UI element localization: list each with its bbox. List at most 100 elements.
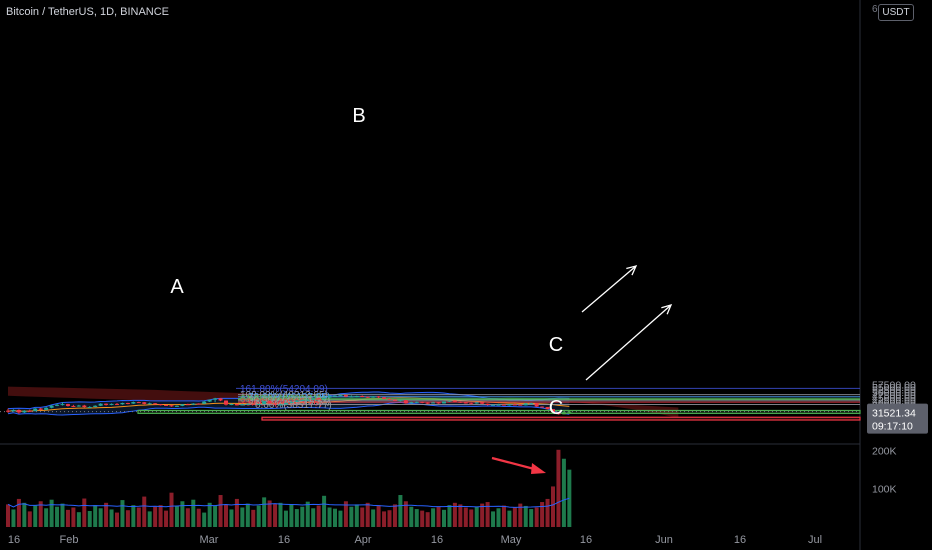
volume-bar: [300, 506, 305, 527]
x-tick: 16: [580, 534, 592, 546]
volume-bar: [142, 496, 147, 527]
candle-body: [556, 412, 561, 415]
volume-bar: [311, 508, 316, 527]
volume-pointer-head: [531, 463, 546, 474]
candle-body: [131, 402, 136, 404]
currency-button[interactable]: USDT: [878, 4, 914, 21]
candle-body: [185, 404, 190, 406]
price-tick: 57500.00: [872, 380, 916, 392]
volume-bar: [561, 458, 566, 527]
candle-body: [256, 404, 261, 406]
candle-body: [458, 401, 463, 403]
wave-label-a: A: [170, 276, 184, 298]
candle-body: [224, 400, 228, 405]
volume-bar: [501, 505, 506, 527]
candle-body: [447, 400, 452, 402]
last-price-tag: [867, 403, 928, 434]
volume-bar: [153, 506, 158, 527]
candle-body: [392, 399, 397, 401]
candle-body: [322, 397, 327, 399]
volume-bar: [22, 502, 27, 527]
candle-body: [469, 403, 474, 405]
volume-bar: [147, 511, 152, 527]
candle-body: [16, 409, 21, 413]
candle-body: [234, 404, 239, 406]
volume-bar: [76, 512, 81, 527]
volume-bar: [224, 504, 228, 527]
candle-body: [567, 411, 572, 413]
candle-body: [305, 399, 310, 401]
candle-body: [169, 405, 174, 407]
candle-body: [273, 403, 278, 405]
candle-body: [311, 398, 316, 400]
volume-bar: [387, 510, 392, 527]
volume-bar: [87, 511, 92, 527]
candle-body: [463, 402, 468, 404]
volume-bar: [425, 512, 430, 527]
price-tick: 47500.00: [872, 390, 916, 402]
volume-bar: [115, 512, 119, 527]
volume-bar: [463, 507, 468, 527]
candle-body: [283, 402, 288, 405]
x-tick: Jun: [655, 534, 673, 546]
volume-bar: [93, 505, 98, 527]
volume-bar: [44, 508, 49, 527]
volume-bar: [262, 497, 267, 527]
volume-bar: [125, 510, 130, 527]
volume-bar: [474, 506, 479, 527]
volume-bar: [55, 506, 60, 527]
volume-bar: [382, 511, 387, 527]
deep-support-zone: [261, 416, 861, 421]
candle-body: [501, 404, 506, 406]
candle-body: [534, 403, 539, 407]
volume-bar: [207, 502, 212, 527]
candle-body: [436, 402, 441, 404]
volume-bar: [469, 509, 474, 527]
wave-arrow-1-head: [626, 265, 638, 276]
candle-body: [327, 395, 332, 398]
fib-label: 78.60%(46137.95): [248, 392, 330, 403]
candle-body: [142, 402, 147, 404]
candle-body: [49, 405, 54, 408]
candle-body: [376, 396, 381, 398]
x-tick: May: [501, 534, 522, 546]
volume-bar: [251, 509, 256, 527]
volume-bar: [540, 502, 545, 527]
wave-arrow-1: [581, 265, 637, 313]
candle-body: [333, 395, 337, 397]
volume-pointer-arrow: [491, 456, 539, 472]
volume-bar: [65, 509, 70, 527]
volume-bar: [485, 502, 490, 527]
wave-label-c: C: [549, 334, 563, 356]
ichimoku-cloud: [8, 386, 679, 418]
candle-body: [11, 409, 16, 412]
candle-body: [289, 401, 294, 403]
candle-body: [561, 412, 566, 415]
candle-body: [60, 404, 65, 406]
x-tick: 16: [278, 534, 290, 546]
candle-body: [191, 403, 196, 405]
candle-body: [38, 408, 43, 410]
price-tick: 50000.00: [872, 387, 916, 399]
x-tick: 16: [431, 534, 443, 546]
volume-bar: [120, 500, 125, 527]
volume-bar: [38, 501, 43, 527]
volume-tick: 200K: [872, 446, 897, 458]
volume-bar: [343, 501, 348, 527]
volume-bar: [136, 507, 141, 527]
candle-body: [540, 406, 545, 408]
volume-bar: [202, 512, 207, 527]
volume-bar: [218, 495, 223, 527]
volume-bar: [365, 502, 370, 527]
candle-body: [474, 402, 479, 404]
volume-bar: [245, 503, 250, 527]
candle-body: [98, 403, 103, 406]
volume-bar: [174, 505, 179, 527]
volume-bar: [33, 505, 38, 527]
candle-body: [153, 403, 158, 405]
candle-body: [158, 404, 163, 406]
candle-body: [365, 396, 370, 398]
candle-body: [120, 402, 125, 405]
symbol-title: Bitcoin / TetherUS, 1D, BINANCE: [6, 6, 170, 18]
